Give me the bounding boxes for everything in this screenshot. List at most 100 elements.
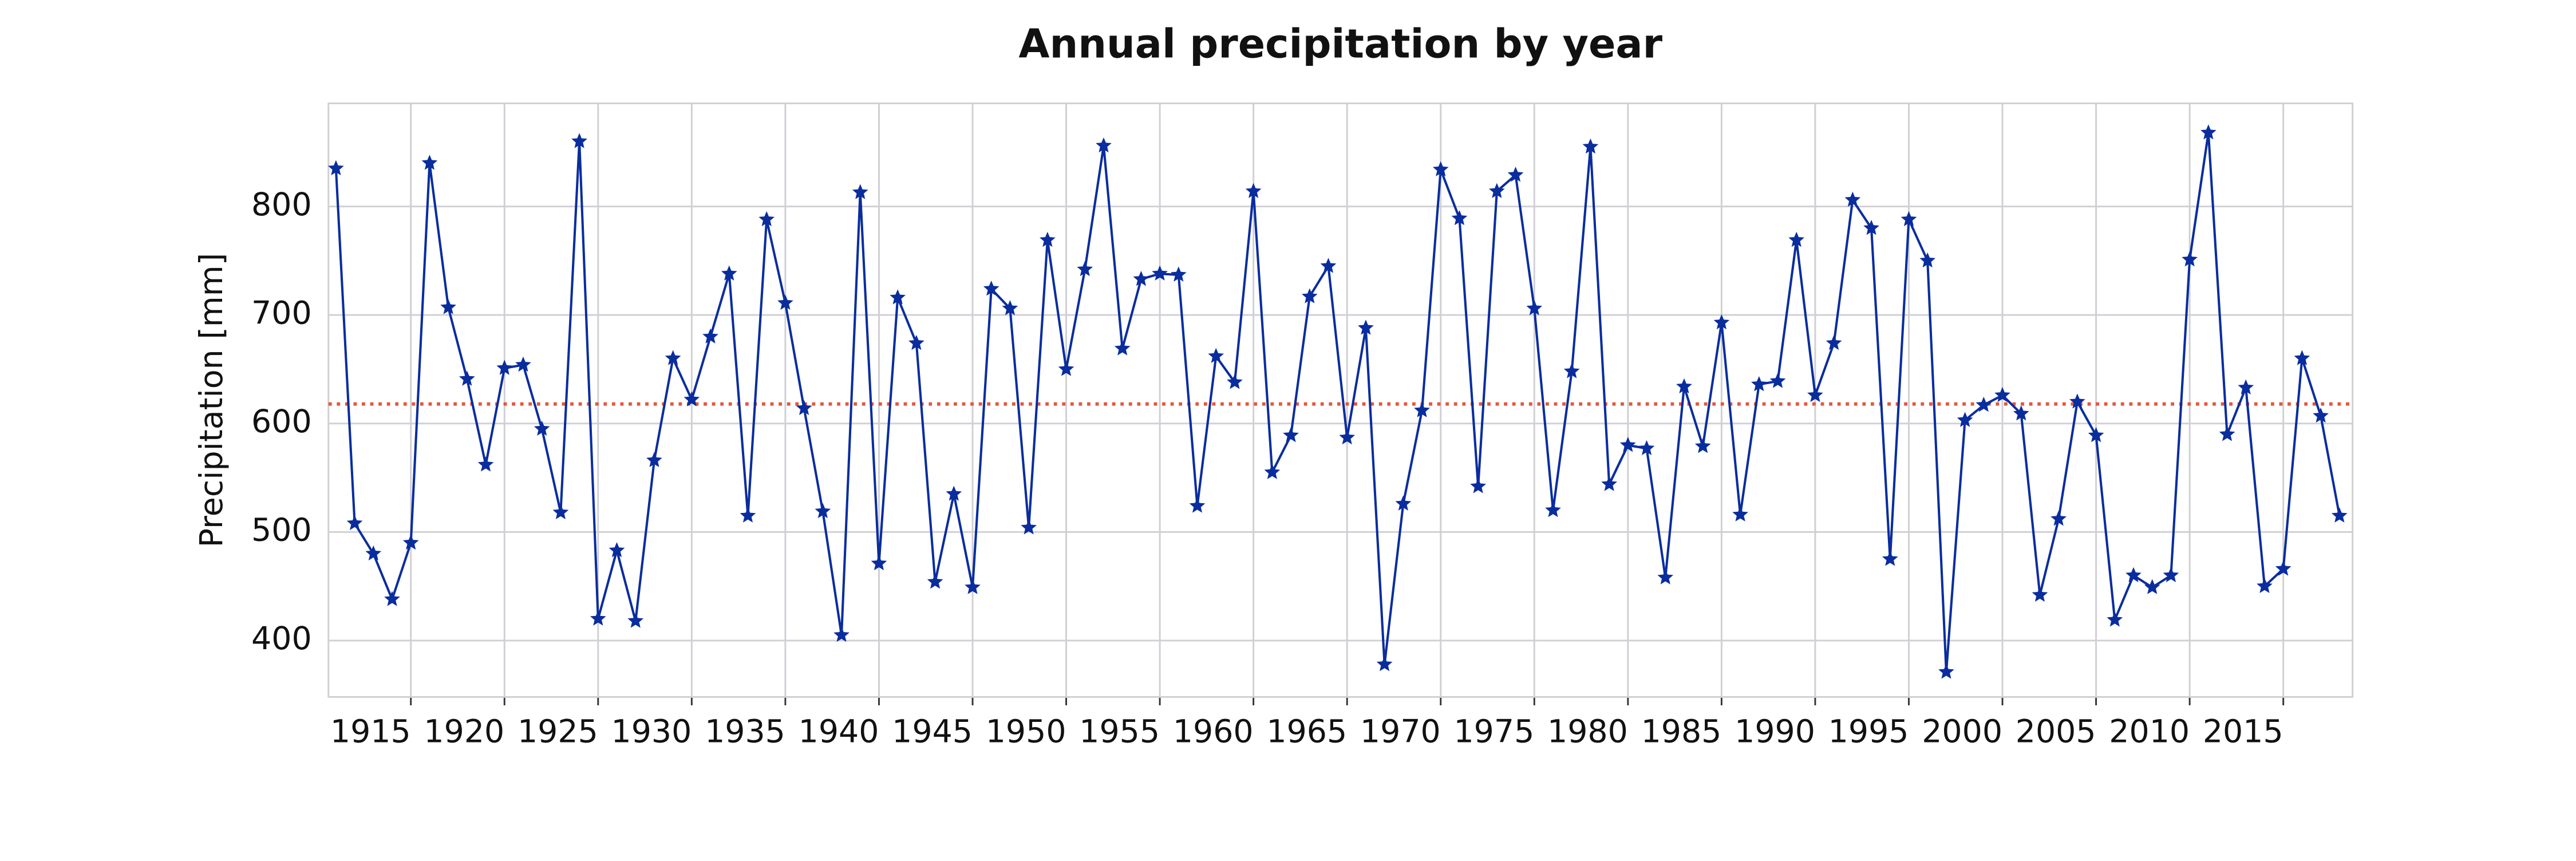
data-point [2200, 124, 2217, 140]
data-point [1058, 361, 1074, 376]
data-point [1601, 476, 1617, 491]
data-point [402, 534, 419, 550]
data-point [571, 133, 587, 148]
data-point [552, 504, 569, 520]
x-tick-label: 1925 [517, 714, 598, 751]
data-point [1432, 161, 1449, 177]
x-tick-label: 1960 [1173, 714, 1254, 751]
data-point [965, 579, 981, 594]
data-point [1039, 231, 1056, 247]
y-tick-label: 400 [251, 621, 312, 657]
data-point [796, 400, 812, 416]
data-point [2069, 393, 2085, 409]
data-point [740, 507, 756, 523]
data-point [440, 299, 456, 314]
data-point [758, 211, 775, 227]
data-point [683, 391, 700, 406]
data-point [1395, 495, 1412, 511]
data-point [1901, 211, 1917, 227]
x-tick-label: 1995 [1828, 714, 1909, 751]
data-point [2238, 379, 2254, 395]
data-point [2107, 611, 2123, 627]
data-point [328, 160, 344, 176]
data-point [1114, 340, 1131, 356]
data-point [1545, 501, 1561, 518]
data-point [609, 542, 625, 558]
data-point [890, 289, 906, 305]
data-point [983, 281, 999, 296]
data-point [1245, 183, 1262, 198]
data-point [1339, 429, 1356, 445]
data-point [927, 573, 943, 589]
data-point [2163, 567, 2179, 582]
data-point [421, 155, 438, 170]
data-point [1676, 378, 1692, 394]
y-axis-label: Precipitation [mm] [193, 253, 230, 547]
data-point [1152, 265, 1168, 281]
data-point [1526, 300, 1543, 315]
x-tick-label: 1920 [424, 714, 504, 751]
data-point [1563, 363, 1580, 378]
data-point [627, 613, 644, 628]
data-point [1170, 266, 1187, 282]
data-point [1638, 440, 1655, 456]
data-point [2219, 426, 2235, 441]
data-point [1470, 478, 1487, 493]
x-tick-label: 1980 [1547, 714, 1628, 751]
x-tick-label: 1915 [330, 714, 411, 751]
x-tick-label: 2015 [2203, 714, 2283, 751]
data-point [1414, 402, 1430, 417]
data-point [1096, 137, 1112, 153]
x-tick-label: 1940 [799, 714, 879, 751]
data-point [1189, 497, 1206, 513]
data-point [1807, 386, 1823, 402]
chart-title: Annual precipitation by year [1018, 21, 1662, 68]
x-tick-label: 2000 [1922, 714, 2002, 751]
data-point [477, 456, 494, 472]
data-point [1376, 656, 1393, 672]
x-tick-label: 2010 [2109, 714, 2190, 751]
data-point [590, 610, 606, 626]
data-point [1227, 374, 1243, 389]
data-point [1208, 347, 1224, 364]
data-point [777, 294, 793, 310]
data-point [1694, 438, 1711, 453]
x-tick-label: 1930 [611, 714, 692, 751]
data-point [1882, 551, 1898, 566]
data-point [721, 265, 737, 281]
data-point [1264, 464, 1281, 479]
data-point [384, 591, 400, 606]
data-point [2313, 407, 2329, 423]
data-point [1489, 183, 1505, 198]
x-tick-label: 1935 [705, 714, 785, 751]
data-point [1002, 300, 1018, 315]
x-tick-label: 1975 [1453, 714, 1534, 751]
data-point [1657, 569, 1674, 584]
data-point [908, 334, 924, 350]
data-point [1976, 397, 1992, 412]
x-tick-label: 1965 [1266, 714, 1347, 751]
data-point [2257, 578, 2273, 593]
data-point [496, 360, 513, 375]
x-tick-label: 2005 [2016, 714, 2096, 751]
data-point [1844, 191, 1861, 207]
data-point [1863, 220, 1879, 235]
data-point [1957, 412, 1973, 427]
data-point [852, 184, 868, 199]
data-point [515, 356, 531, 372]
data-point [2331, 507, 2348, 523]
data-point [2182, 251, 2198, 267]
x-tick-label: 1955 [1079, 714, 1160, 751]
data-point [1451, 210, 1468, 226]
data-point [1133, 271, 1149, 286]
data-point [534, 420, 550, 436]
data-point [1507, 167, 1524, 182]
data-point [833, 626, 850, 642]
data-point [2050, 511, 2067, 526]
data-point [2294, 350, 2310, 365]
data-point [702, 328, 718, 343]
data-point [1358, 319, 1374, 335]
data-point [1283, 427, 1299, 443]
data-point [1582, 138, 1599, 154]
